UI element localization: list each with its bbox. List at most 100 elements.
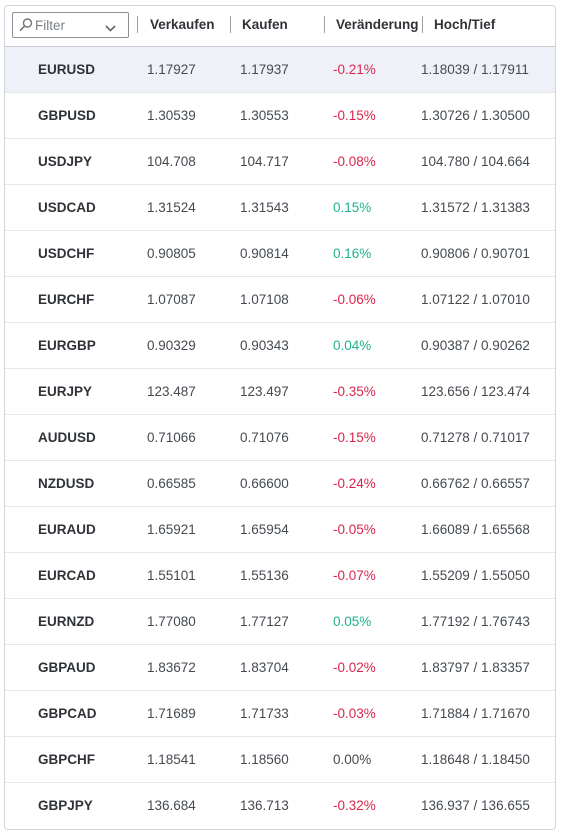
symbol-cell: USDCAD xyxy=(38,200,96,215)
table-row[interactable]: GBPJPY 136.684 136.713 -0.32% 136.937 / 136.… xyxy=(5,783,555,829)
high-low-cell: 104.780 / 104.664 xyxy=(421,154,530,169)
change-cell: 0.00% xyxy=(333,752,372,767)
table-row[interactable]: USDJPY 104.708 104.717 -0.08% 104.780 / 104.… xyxy=(5,139,555,185)
change-cell: 0.05% xyxy=(333,614,372,629)
filter-input[interactable] xyxy=(34,17,99,33)
symbol-cell: GBPJPY xyxy=(38,798,93,813)
buy-price-cell: 1.18560 xyxy=(240,752,289,767)
quotes-panel: Verkaufen Kaufen Veränderung Hoch/Tief E… xyxy=(4,5,556,830)
sell-price-cell: 1.77080 xyxy=(147,614,196,629)
table-row[interactable]: GBPAUD 1.83672 1.83704 -0.02% 1.83797 / 1.83… xyxy=(5,645,555,691)
table-row[interactable]: AUDUSD 0.71066 0.71076 -0.15% 0.71278 / 0.71… xyxy=(5,415,555,461)
sell-price-cell: 1.30539 xyxy=(147,108,196,123)
change-cell: -0.32% xyxy=(333,798,376,813)
column-header-high-low[interactable]: Hoch/Tief xyxy=(434,17,496,32)
column-header-buy[interactable]: Kaufen xyxy=(242,17,288,32)
symbol-cell: GBPCHF xyxy=(38,752,95,767)
sell-price-cell: 0.90329 xyxy=(147,338,196,353)
table-row[interactable]: EURNZD 1.77080 1.77127 0.05% 1.77192 / 1.767… xyxy=(5,599,555,645)
column-header-change[interactable]: Veränderung xyxy=(336,17,419,32)
change-cell: -0.06% xyxy=(333,292,376,307)
change-cell: -0.03% xyxy=(333,706,376,721)
symbol-cell: EURCAD xyxy=(38,568,96,583)
change-cell: -0.05% xyxy=(333,522,376,537)
table-row[interactable]: GBPCAD 1.71689 1.71733 -0.03% 1.71884 / 1.71… xyxy=(5,691,555,737)
buy-price-cell: 1.83704 xyxy=(240,660,289,675)
table-row[interactable]: EURGBP 0.90329 0.90343 0.04% 0.90387 / 0.902… xyxy=(5,323,555,369)
change-cell: -0.02% xyxy=(333,660,376,675)
high-low-cell: 0.66762 / 0.66557 xyxy=(421,476,530,491)
high-low-cell: 1.77192 / 1.76743 xyxy=(421,614,530,629)
high-low-cell: 1.71884 / 1.71670 xyxy=(421,706,530,721)
table-row[interactable]: EURCHF 1.07087 1.07108 -0.06% 1.07122 / 1.07… xyxy=(5,277,555,323)
high-low-cell: 1.83797 / 1.83357 xyxy=(421,660,530,675)
high-low-cell: 1.31572 / 1.31383 xyxy=(421,200,530,215)
change-cell: 0.16% xyxy=(333,246,372,261)
table-row[interactable]: NZDUSD 0.66585 0.66600 -0.24% 0.66762 / 0.66… xyxy=(5,461,555,507)
high-low-cell: 136.937 / 136.655 xyxy=(421,798,530,813)
high-low-cell: 1.18039 / 1.17911 xyxy=(421,62,529,77)
high-low-cell: 1.55209 / 1.55050 xyxy=(421,568,530,583)
table-row[interactable]: EURCAD 1.55101 1.55136 -0.07% 1.55209 / 1.55… xyxy=(5,553,555,599)
table-row[interactable]: GBPCHF 1.18541 1.18560 0.00% 1.18648 / 1.184… xyxy=(5,737,555,783)
high-low-cell: 0.90806 / 0.90701 xyxy=(421,246,530,261)
column-divider xyxy=(324,16,325,33)
symbol-cell: USDJPY xyxy=(38,154,93,169)
high-low-cell: 0.71278 / 0.71017 xyxy=(421,430,530,445)
sell-price-cell: 0.90805 xyxy=(147,246,196,261)
symbol-cell: EURGBP xyxy=(38,338,96,353)
sell-price-cell: 1.07087 xyxy=(147,292,196,307)
table-row[interactable]: EURUSD 1.17927 1.17937 -0.21% 1.18039 / 1.17… xyxy=(5,47,555,93)
buy-price-cell: 1.65954 xyxy=(240,522,289,537)
sell-price-cell: 1.65921 xyxy=(147,522,196,537)
buy-price-cell: 1.55136 xyxy=(240,568,289,583)
high-low-cell: 0.90387 / 0.90262 xyxy=(421,338,530,353)
buy-price-cell: 0.90814 xyxy=(240,246,289,261)
change-cell: 0.15% xyxy=(333,200,372,215)
high-low-cell: 123.656 / 123.474 xyxy=(421,384,530,399)
sell-price-cell: 1.83672 xyxy=(147,660,196,675)
sell-price-cell: 136.684 xyxy=(147,798,196,813)
sell-price-cell: 0.71066 xyxy=(147,430,196,445)
table-row[interactable]: GBPUSD 1.30539 1.30553 -0.15% 1.30726 / 1.30… xyxy=(5,93,555,139)
symbol-cell: NZDUSD xyxy=(38,476,95,491)
change-cell: 0.04% xyxy=(333,338,372,353)
change-cell: -0.21% xyxy=(333,62,376,77)
column-divider xyxy=(137,16,138,33)
sell-price-cell: 1.31524 xyxy=(147,200,196,215)
change-cell: -0.15% xyxy=(333,430,376,445)
symbol-cell: GBPCAD xyxy=(38,706,97,721)
quotes-table-body: EURUSD 1.17927 1.17937 -0.21% 1.18039 / 1.17… xyxy=(5,47,555,829)
sell-price-cell: 1.18541 xyxy=(147,752,196,767)
change-cell: -0.15% xyxy=(333,108,376,123)
change-cell: -0.07% xyxy=(333,568,376,583)
high-low-cell: 1.07122 / 1.07010 xyxy=(421,292,530,307)
symbol-cell: EURNZD xyxy=(38,614,95,629)
symbol-cell: EURCHF xyxy=(38,292,95,307)
chevron-down-icon[interactable] xyxy=(105,20,116,32)
buy-price-cell: 123.497 xyxy=(240,384,289,399)
sell-price-cell: 0.66585 xyxy=(147,476,196,491)
symbol-cell: GBPUSD xyxy=(38,108,96,123)
buy-price-cell: 0.90343 xyxy=(240,338,289,353)
table-row[interactable]: USDCHF 0.90805 0.90814 0.16% 0.90806 / 0.907… xyxy=(5,231,555,277)
symbol-cell: USDCHF xyxy=(38,246,95,261)
column-header-sell[interactable]: Verkaufen xyxy=(150,17,215,32)
symbol-cell: EURUSD xyxy=(38,62,96,77)
sell-price-cell: 123.487 xyxy=(147,384,196,399)
buy-price-cell: 1.17937 xyxy=(240,62,289,77)
change-cell: -0.35% xyxy=(333,384,376,399)
table-header: Verkaufen Kaufen Veränderung Hoch/Tief xyxy=(5,6,555,47)
buy-price-cell: 1.71733 xyxy=(240,706,289,721)
sell-price-cell: 104.708 xyxy=(147,154,196,169)
table-row[interactable]: EURAUD 1.65921 1.65954 -0.05% 1.66089 / 1.65… xyxy=(5,507,555,553)
table-row[interactable]: EURJPY 123.487 123.497 -0.35% 123.656 / 123.… xyxy=(5,369,555,415)
buy-price-cell: 136.713 xyxy=(240,798,289,813)
buy-price-cell: 1.30553 xyxy=(240,108,289,123)
symbol-cell: EURJPY xyxy=(38,384,93,399)
table-row[interactable]: USDCAD 1.31524 1.31543 0.15% 1.31572 / 1.313… xyxy=(5,185,555,231)
filter-dropdown[interactable] xyxy=(12,12,129,38)
column-divider xyxy=(422,16,423,33)
buy-price-cell: 0.66600 xyxy=(240,476,289,491)
high-low-cell: 1.18648 / 1.18450 xyxy=(421,752,530,767)
